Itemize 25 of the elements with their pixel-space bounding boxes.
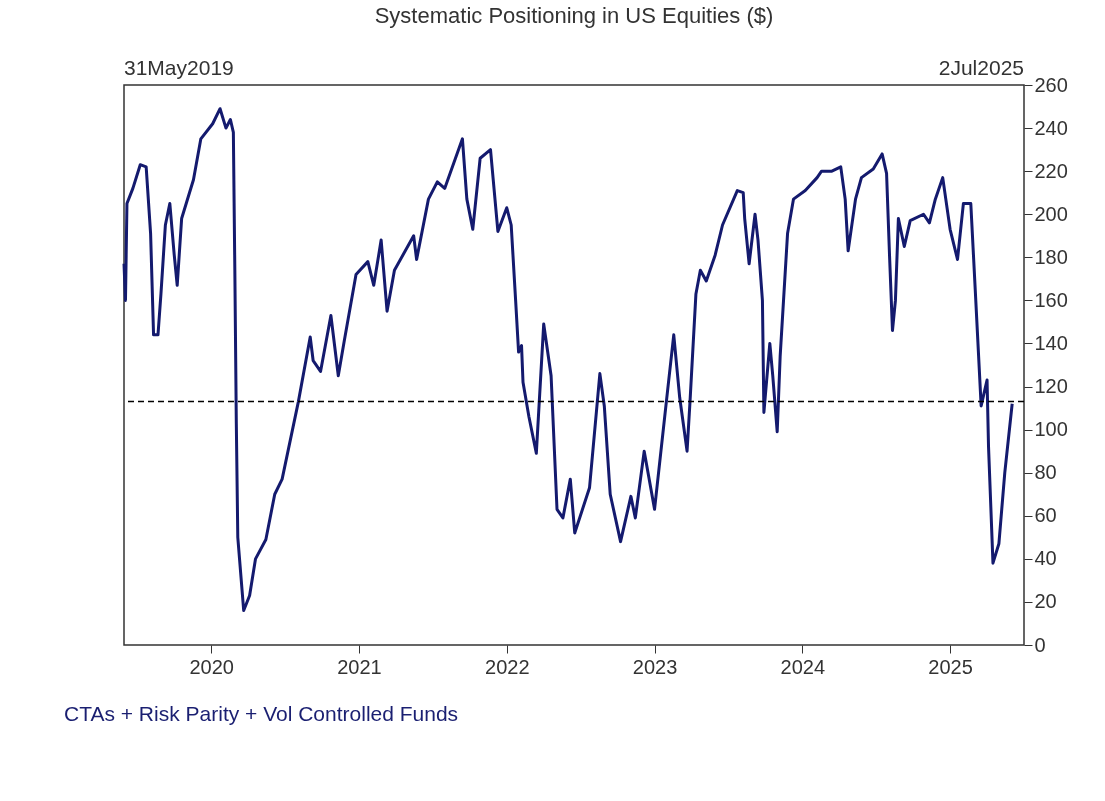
x-tick-label: 2024 — [780, 655, 826, 678]
x-tick-label: 2025 — [928, 655, 973, 678]
y-tick-label: 60 — [1034, 504, 1057, 527]
y-tick-label: 40 — [1034, 547, 1057, 570]
x-tick-label: 2020 — [189, 655, 234, 678]
y-tick-label: 240 — [1034, 116, 1068, 139]
y-tick-label: 220 — [1034, 159, 1068, 182]
y-tick-label: 0 — [1034, 633, 1046, 656]
y-tick-label: 20 — [1034, 590, 1057, 613]
y-tick-label: 100 — [1034, 418, 1068, 441]
text: 31May2019 — [124, 56, 234, 79]
y-tick-label: 260 — [1034, 73, 1068, 96]
text: CTAs + Risk Parity + Vol Controlled Funds — [64, 702, 459, 725]
y-tick-label: 200 — [1034, 202, 1068, 225]
line-series — [122, 107, 1014, 613]
y-tick-label: 160 — [1034, 288, 1068, 311]
x-tick-label: 2022 — [485, 655, 530, 678]
chart-title: Systematic Positioning in US Equities ($) — [374, 3, 774, 28]
x-tick-label: 2021 — [337, 655, 382, 678]
x-tick-label: 2023 — [632, 655, 678, 678]
y-tick-label: 120 — [1034, 375, 1068, 398]
y-tick-label: 80 — [1034, 461, 1057, 484]
y-tick-label: 180 — [1034, 245, 1068, 268]
y-tick-label: 140 — [1034, 331, 1068, 354]
text: 2Jul2025 — [938, 56, 1024, 79]
